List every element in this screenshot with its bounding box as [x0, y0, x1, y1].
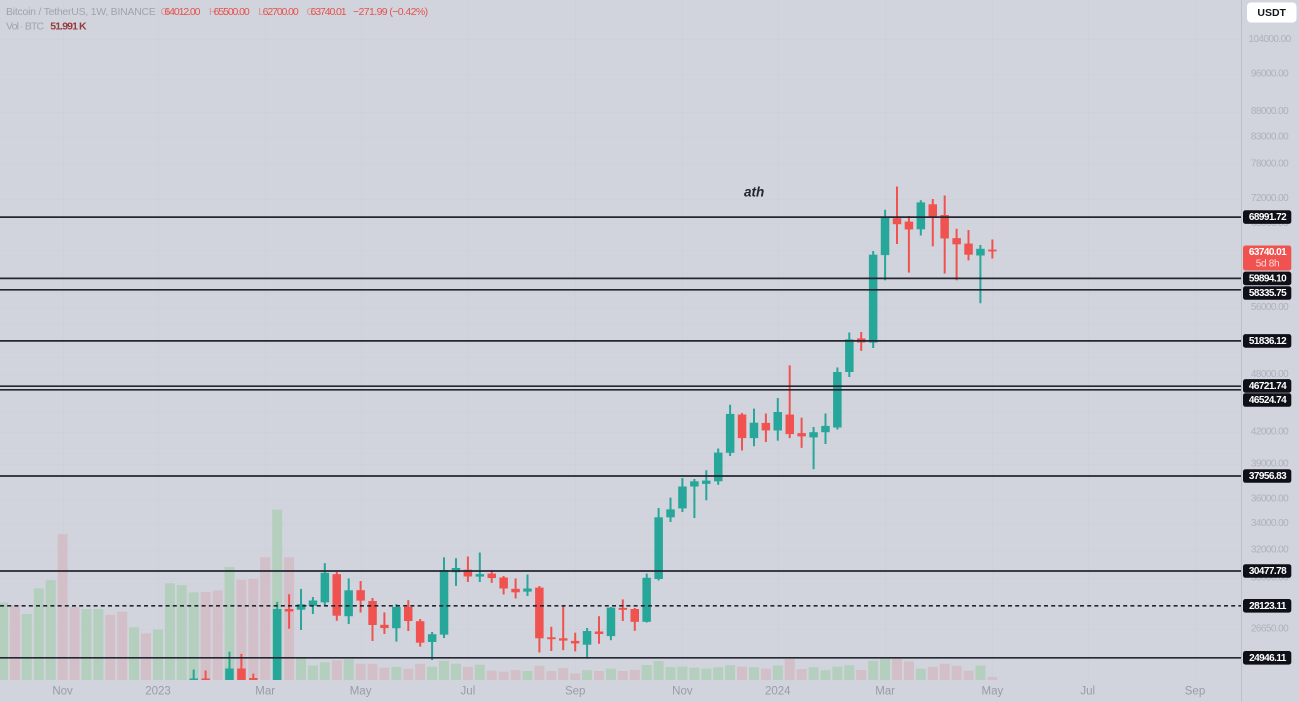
svg-text:May: May [350, 686, 372, 698]
svg-text:L: L [258, 6, 264, 18]
svg-text:May: May [982, 686, 1004, 698]
svg-text:78000.00: 78000.00 [1251, 158, 1289, 169]
svg-text:62700.00: 62700.00 [263, 6, 299, 18]
svg-text:Mar: Mar [255, 686, 275, 698]
svg-text:51.991 K: 51.991 K [50, 21, 87, 33]
svg-text:46721.74: 46721.74 [1249, 381, 1287, 392]
svg-text:Nov: Nov [52, 686, 73, 698]
svg-text:Sep: Sep [1185, 686, 1205, 698]
svg-text:63740.01: 63740.01 [311, 6, 347, 18]
svg-text:Nov: Nov [672, 686, 693, 698]
svg-text:39000.00: 39000.00 [1251, 459, 1289, 470]
svg-text:37956.83: 37956.83 [1249, 471, 1287, 482]
svg-text:83000.00: 83000.00 [1251, 132, 1289, 143]
svg-text:104000.00: 104000.00 [1248, 34, 1291, 45]
svg-text:5d 8h: 5d 8h [1256, 258, 1280, 269]
svg-text:Sep: Sep [565, 686, 585, 698]
svg-text:2023: 2023 [145, 686, 171, 698]
svg-text:Mar: Mar [875, 686, 895, 698]
svg-text:Bitcoin / TetherUS, 1W, BINANC: Bitcoin / TetherUS, 1W, BINANCE [6, 6, 156, 18]
svg-text:88000.00: 88000.00 [1251, 106, 1289, 117]
svg-text:24946.11: 24946.11 [1249, 653, 1287, 664]
svg-text:56000.00: 56000.00 [1251, 302, 1289, 313]
svg-text:58335.75: 58335.75 [1249, 288, 1287, 299]
svg-text:H: H [209, 6, 217, 18]
svg-text:36000.00: 36000.00 [1251, 493, 1289, 504]
svg-text:48000.00: 48000.00 [1251, 369, 1289, 380]
svg-text:30477.78: 30477.78 [1249, 566, 1287, 577]
svg-text:46524.74: 46524.74 [1249, 395, 1287, 406]
svg-text:O: O [161, 6, 169, 18]
svg-text:34000.00: 34000.00 [1251, 518, 1289, 529]
svg-text:28123.11: 28123.11 [1249, 601, 1287, 612]
svg-text:26650.00: 26650.00 [1251, 624, 1289, 635]
svg-text:68991.72: 68991.72 [1249, 212, 1287, 223]
svg-text:Jul: Jul [1080, 686, 1095, 698]
svg-text:USDT: USDT [1257, 7, 1286, 19]
svg-text:72000.00: 72000.00 [1251, 193, 1289, 204]
svg-text:65500.00: 65500.00 [214, 6, 250, 18]
svg-text:59894.10: 59894.10 [1249, 273, 1287, 284]
svg-text:−271.99 (−0.42%): −271.99 (−0.42%) [353, 6, 428, 18]
svg-text:96000.00: 96000.00 [1251, 69, 1289, 80]
svg-text:32000.00: 32000.00 [1251, 544, 1289, 555]
svg-text:C: C [307, 6, 315, 18]
svg-text:51836.12: 51836.12 [1249, 336, 1287, 347]
svg-text:Jul: Jul [461, 686, 476, 698]
svg-text:ath: ath [744, 185, 764, 200]
svg-text:Vol · BTC: Vol · BTC [6, 21, 45, 33]
svg-text:64012.00: 64012.00 [164, 6, 200, 18]
svg-text:2024: 2024 [765, 686, 791, 698]
svg-text:42000.00: 42000.00 [1251, 427, 1289, 438]
svg-text:63740.01: 63740.01 [1249, 247, 1287, 258]
